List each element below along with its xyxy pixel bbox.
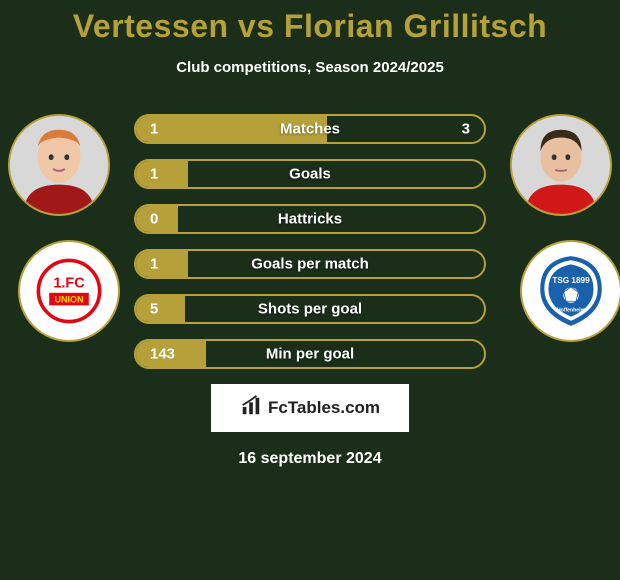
player-left-portrait-icon bbox=[10, 116, 108, 214]
stat-left-value: 1 bbox=[150, 166, 158, 183]
subtitle: Club competitions, Season 2024/2025 bbox=[0, 59, 620, 76]
stat-label: Goals per match bbox=[251, 256, 369, 273]
stat-bar-fill bbox=[136, 296, 185, 322]
date-text: 16 september 2024 bbox=[0, 450, 620, 468]
stat-left-value: 1 bbox=[150, 256, 158, 273]
stat-bar: 1 Goals bbox=[134, 159, 486, 189]
stat-bar: 1 3 Matches bbox=[134, 114, 486, 144]
stat-left-value: 1 bbox=[150, 121, 158, 138]
club-left-logo-icon: 1.FC UNION bbox=[33, 255, 105, 327]
svg-text:Hoffenheim: Hoffenheim bbox=[557, 308, 586, 314]
stat-label: Min per goal bbox=[266, 346, 354, 363]
stat-bars: 1 3 Matches 1 Goals 0 Hattricks 1 Goals per matc… bbox=[134, 114, 486, 369]
stat-bar: 5 Shots per goal bbox=[134, 294, 486, 324]
stat-left-value: 0 bbox=[150, 211, 158, 228]
comparison-panel: 1.FC UNION TSG 1899 Hoffenheim 1 3 Matches… bbox=[0, 114, 620, 369]
svg-text:UNION: UNION bbox=[55, 295, 84, 305]
stat-bar: 143 Min per goal bbox=[134, 339, 486, 369]
club-right-logo-icon: TSG 1899 Hoffenheim bbox=[530, 250, 612, 332]
stat-right-value: 3 bbox=[462, 121, 470, 138]
club-right-badge: TSG 1899 Hoffenheim bbox=[520, 240, 620, 342]
stat-label: Hattricks bbox=[278, 211, 342, 228]
stat-bar-fill bbox=[136, 161, 188, 187]
footer-brand-badge: FcTables.com bbox=[211, 384, 409, 432]
stat-label: Goals bbox=[289, 166, 331, 183]
stat-bar-fill bbox=[136, 251, 188, 277]
stat-label: Matches bbox=[280, 121, 340, 138]
stat-label: Shots per goal bbox=[258, 301, 362, 318]
club-left-badge: 1.FC UNION bbox=[18, 240, 120, 342]
player-left-avatar bbox=[8, 114, 110, 216]
stats-icon bbox=[240, 395, 262, 422]
stat-left-value: 5 bbox=[150, 301, 158, 318]
player-right-avatar bbox=[510, 114, 612, 216]
svg-text:TSG 1899: TSG 1899 bbox=[552, 276, 590, 285]
page-title: Vertessen vs Florian Grillitsch bbox=[0, 0, 620, 45]
stat-bar: 0 Hattricks bbox=[134, 204, 486, 234]
footer-brand-text: FcTables.com bbox=[268, 398, 380, 418]
stat-bar: 1 Goals per match bbox=[134, 249, 486, 279]
svg-text:1.FC: 1.FC bbox=[53, 275, 84, 291]
player-right-portrait-icon bbox=[512, 116, 610, 214]
stat-left-value: 143 bbox=[150, 346, 175, 363]
